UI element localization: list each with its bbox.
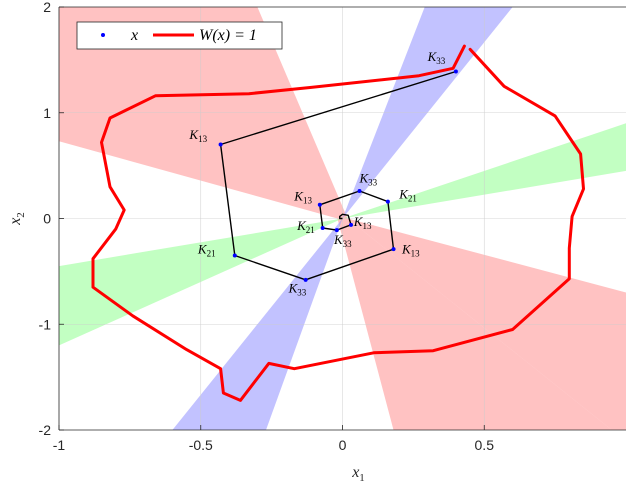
y-tick-label-2: 0 (43, 211, 51, 227)
point-label-9: K33 (333, 232, 352, 249)
point-label-1: K13 (188, 127, 207, 144)
trajectory-point-4 (391, 247, 396, 252)
y-axis-label: x2 (7, 212, 27, 226)
trajectory-point-0 (453, 69, 458, 74)
x-tick-label-3: 0.5 (475, 437, 495, 453)
legend: x W(x) = 1 (76, 21, 283, 50)
x-tick-label-1: -0.5 (189, 437, 213, 453)
point-label-6: K33 (359, 171, 378, 188)
legend-label-w: W(x) = 1 (199, 27, 257, 44)
trajectory-point-5 (385, 199, 390, 204)
legend-marker-x (101, 33, 105, 37)
trajectory-point-8 (320, 226, 325, 231)
x-tick-label-2: 0 (339, 437, 347, 453)
point-label-8: K21 (296, 218, 315, 235)
x-tick-label-0: -1 (53, 437, 66, 453)
x-axis-label: x1 (351, 464, 365, 484)
trajectory-point-6 (357, 189, 362, 194)
level-set-w-equals-1 (91, 44, 585, 402)
trajectory-point-10 (349, 222, 354, 227)
trajectory-line (219, 70, 457, 281)
region-k21-2 (342, 123, 626, 219)
point-label-3: K33 (288, 281, 307, 298)
axis-labels: x1 x2 (7, 212, 365, 484)
trajectory-points (218, 69, 458, 282)
trajectory-point-1 (218, 142, 223, 147)
point-label-5: K21 (398, 186, 417, 203)
trajectory-point-9 (334, 228, 339, 233)
level-set-curve (91, 44, 585, 402)
trajectory-point-2 (232, 253, 237, 258)
axes (58, 6, 626, 431)
y-tick-label-4: 2 (43, 0, 51, 15)
trajectory-point-3 (303, 277, 308, 282)
point-label-10: K13 (353, 214, 372, 231)
point-label-2: K21 (197, 241, 216, 258)
trajectory-point-7 (317, 202, 322, 207)
y-tick-label-0: -2 (39, 422, 52, 438)
y-tick-label-1: -1 (39, 316, 52, 332)
point-label-7: K13 (293, 189, 312, 206)
point-label-0: K33 (427, 49, 446, 66)
y-tick-label-3: 1 (43, 105, 51, 121)
trajectory (219, 70, 457, 281)
point-label-4: K13 (401, 241, 420, 258)
legend-label-x: x (130, 27, 138, 44)
